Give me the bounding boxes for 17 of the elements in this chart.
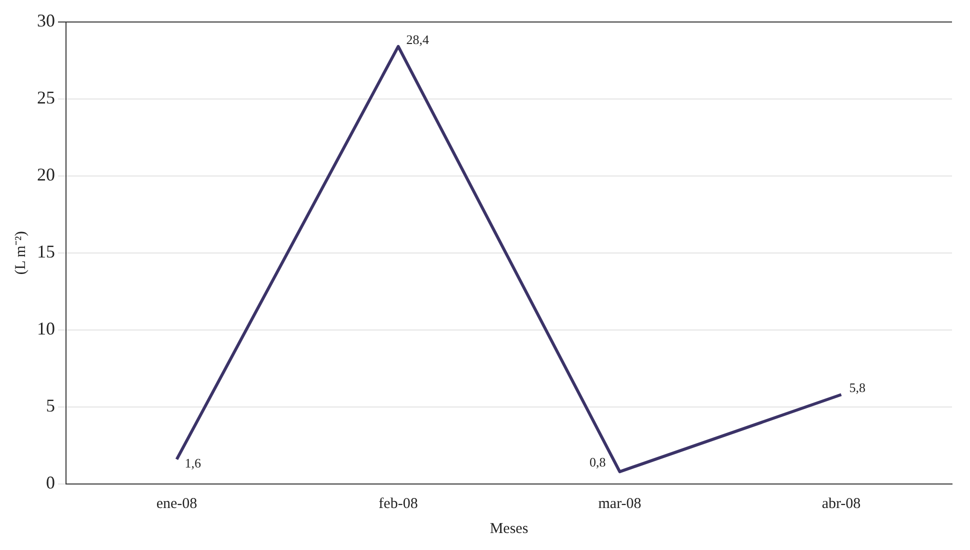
data-label: 1,6 [184, 455, 202, 470]
y-tick-label: 15 [37, 242, 55, 262]
y-tick-label: 5 [46, 396, 55, 416]
x-tick-label: mar-08 [598, 496, 642, 512]
y-tick-label: 10 [37, 318, 55, 339]
y-tick-label: 30 [37, 10, 55, 31]
y-tick-label: 20 [37, 164, 55, 185]
data-label: 5,8 [849, 380, 866, 396]
x-tick-label: feb-08 [378, 496, 418, 512]
y-tick-label: 0 [46, 472, 55, 493]
y-axis-title: (L m⁻²) [12, 231, 29, 275]
x-tick-label: ene-08 [156, 496, 198, 512]
x-tick-label: abr-08 [822, 496, 861, 512]
data-label: 28,4 [406, 32, 430, 47]
data-label: 0,8 [590, 454, 606, 470]
y-tick-label: 25 [37, 88, 55, 108]
x-axis-title: Meses [490, 520, 528, 537]
